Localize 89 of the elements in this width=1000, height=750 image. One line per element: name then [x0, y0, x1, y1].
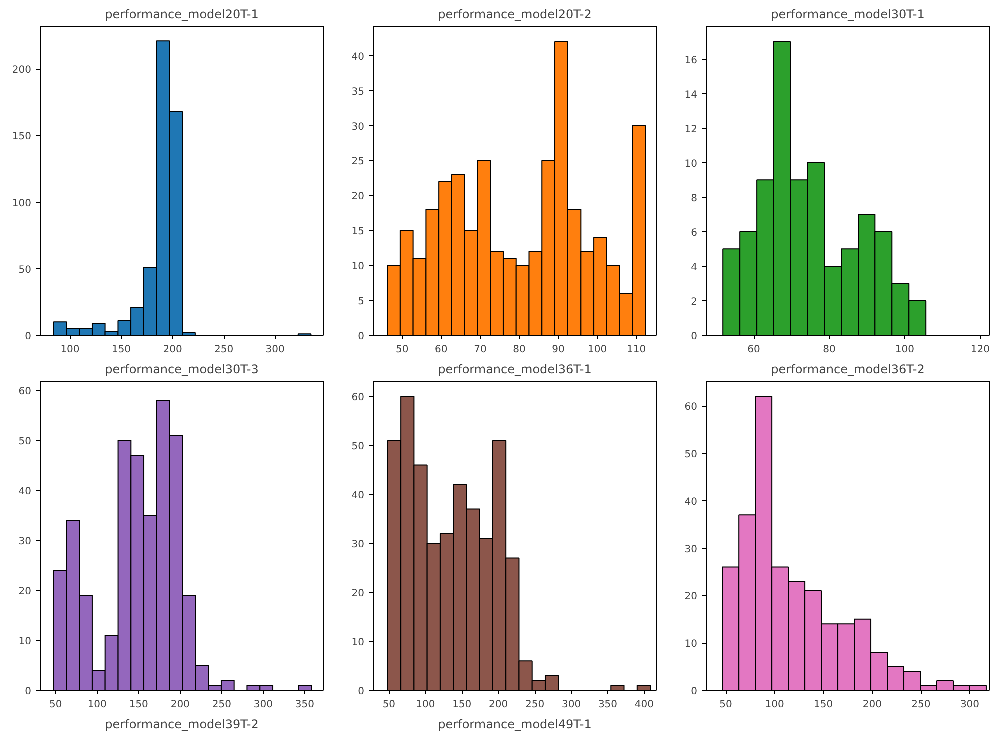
y-tick-label: 20: [18, 586, 32, 598]
y-tick-label: 200: [12, 65, 32, 76]
y-tick-label: 35: [352, 86, 365, 98]
y-tick-label: 5: [358, 296, 365, 308]
x-tick-label: 250: [212, 700, 232, 710]
y-tick-label: 100: [12, 198, 32, 210]
y-tick-label: 50: [18, 436, 32, 448]
x-tick-label: 80: [513, 344, 526, 356]
y-tick-label: 6: [691, 228, 698, 239]
chart-title: performance_model36T-2: [771, 362, 925, 376]
text: performance_model49T-1: [438, 718, 592, 732]
chart-title: performance_model36T-1: [438, 362, 592, 376]
y-tick-label: 2: [691, 296, 698, 308]
x-tick-label: 100: [60, 344, 80, 356]
x-tick-label: 100: [88, 700, 107, 710]
x-tick-label: 300: [960, 700, 980, 710]
y-tick-label: 20: [352, 588, 365, 600]
x-tick-label: 400: [634, 700, 654, 710]
chart-title: performance_model30T-3: [105, 362, 259, 376]
y-tick-label: 10: [352, 638, 365, 649]
y-tick-label: 50: [352, 442, 365, 453]
y-tick-label: 0: [691, 686, 698, 698]
x-tick-label: 300: [266, 344, 285, 356]
x-tick-label: 250: [526, 700, 545, 710]
y-tick-label: 30: [352, 122, 365, 133]
y-tick-label: 0: [691, 332, 698, 342]
x-tick-label: 70: [474, 344, 487, 356]
x-tick-label: 50: [49, 700, 62, 710]
y-tick-label: 4: [691, 262, 698, 274]
text: performance_model39T-2: [105, 718, 259, 732]
y-tick-label: 30: [18, 536, 32, 548]
y-tick-label: 10: [684, 639, 698, 650]
y-tick-label: 50: [18, 264, 32, 276]
x-tick-label: 250: [912, 700, 931, 710]
y-tick-label: 40: [352, 490, 365, 502]
x-tick-label: 150: [129, 700, 148, 710]
x-tick-label: 200: [163, 344, 182, 356]
y-tick-label: 16: [684, 55, 698, 66]
x-tick-label: 50: [396, 344, 409, 356]
y-tick-label: 40: [352, 52, 365, 63]
x-tick-label: 150: [112, 344, 132, 356]
x-tick-label: 100: [416, 700, 436, 710]
y-tick-label: 10: [18, 636, 32, 648]
x-tick-label: 250: [214, 344, 234, 356]
x-tick-label: 350: [598, 700, 618, 710]
y-tick-label: 50: [684, 450, 698, 461]
x-tick-label: 50: [720, 700, 732, 710]
y-tick-label: 0: [25, 332, 32, 342]
x-tick-label: 120: [970, 344, 990, 356]
y-tick-label: 8: [691, 193, 698, 204]
chart-title: performance_model20T-2: [438, 8, 592, 22]
chart-title: performance_model20T-1: [105, 8, 259, 22]
x-tick-label: 110: [627, 344, 646, 356]
x-tick-label: 100: [765, 700, 784, 710]
x-tick-label: 200: [862, 700, 882, 710]
x-tick-label: 150: [452, 700, 472, 710]
chart-title: performance_model30T-1: [771, 8, 925, 22]
x-tick-label: 350: [295, 700, 314, 710]
x-tick-label: 200: [489, 700, 508, 710]
x-tick-label: 90: [552, 344, 565, 356]
x-tick-label: 300: [562, 700, 582, 710]
x-tick-label: 80: [823, 344, 836, 356]
y-tick-label: 30: [352, 540, 365, 551]
y-tick-label: 0: [358, 686, 365, 698]
y-tick-label: 60: [684, 402, 698, 414]
y-tick-label: 14: [684, 90, 698, 101]
x-tick-label: 60: [748, 344, 760, 356]
y-tick-label: 30: [684, 544, 698, 556]
y-tick-label: 10: [352, 262, 365, 273]
x-tick-label: 50: [382, 700, 396, 710]
y-tick-label: 20: [684, 592, 698, 603]
y-tick-label: 40: [684, 496, 698, 508]
y-tick-label: 0: [25, 686, 32, 698]
y-tick-label: 0: [358, 332, 365, 342]
x-tick-label: 300: [254, 700, 273, 710]
y-tick-label: 150: [12, 132, 32, 143]
x-tick-label: 100: [588, 344, 608, 356]
y-tick-label: 60: [352, 392, 365, 404]
y-tick-label: 12: [684, 124, 698, 136]
y-tick-label: 20: [352, 192, 365, 203]
y-tick-label: 25: [352, 156, 365, 168]
y-tick-label: 10: [684, 158, 698, 170]
x-tick-label: 150: [814, 700, 834, 710]
x-tick-label: 200: [170, 700, 190, 710]
x-tick-label: 60: [435, 344, 448, 356]
y-tick-label: 15: [352, 226, 365, 238]
y-tick-label: 60: [18, 386, 32, 398]
y-tick-label: 40: [18, 486, 32, 498]
x-tick-label: 100: [895, 344, 915, 356]
